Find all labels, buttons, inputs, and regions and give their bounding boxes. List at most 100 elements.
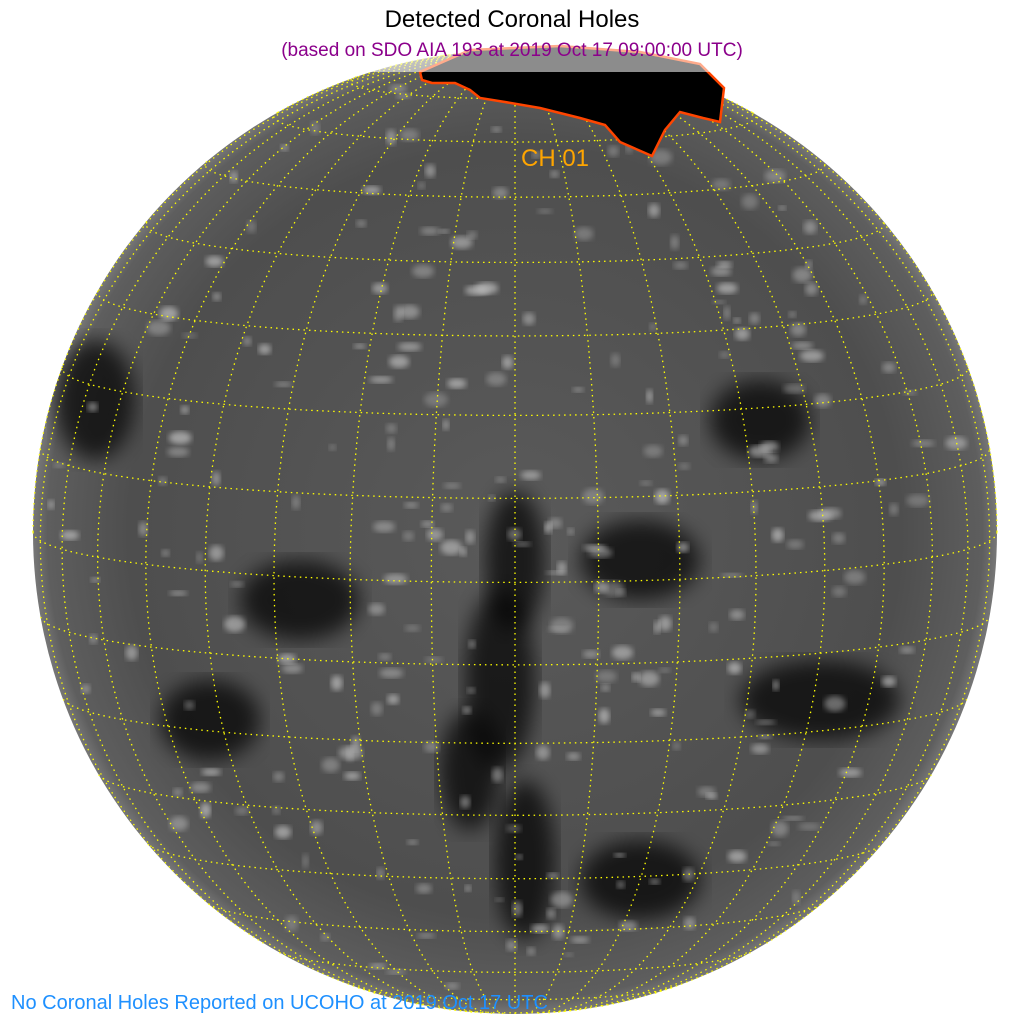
bright-point: [272, 806, 281, 815]
bright-point: [764, 169, 786, 183]
bright-point: [649, 149, 672, 166]
bright-point: [729, 609, 745, 620]
bright-point: [824, 696, 846, 712]
bright-point: [356, 220, 367, 227]
bright-point: [676, 542, 689, 553]
bright-point: [168, 431, 192, 445]
grid-line: [207, 903, 823, 933]
bright-point: [388, 355, 410, 368]
bright-point: [421, 520, 435, 528]
bright-point: [619, 920, 638, 931]
bright-point: [792, 267, 812, 283]
bright-point: [778, 205, 786, 211]
bright-point: [404, 502, 419, 509]
bright-point: [371, 701, 383, 716]
bright-point: [838, 768, 862, 778]
bright-point: [506, 824, 522, 833]
bright-point: [750, 500, 758, 515]
bright-point: [158, 476, 167, 486]
bright-point: [734, 327, 750, 341]
bright-point: [791, 342, 813, 350]
grid-line: [96, 51, 516, 1007]
bright-point: [790, 323, 806, 337]
bright-point: [292, 495, 300, 510]
bright-point: [520, 470, 541, 480]
bright-point: [362, 186, 381, 195]
grid-line: [514, 51, 934, 1007]
bright-point: [727, 850, 747, 863]
bright-point: [404, 624, 421, 632]
bright-point: [125, 645, 138, 661]
bright-point: [632, 672, 641, 682]
bright-point: [550, 170, 559, 178]
grid-line: [204, 160, 826, 198]
bright-point: [398, 304, 420, 319]
bright-point: [720, 573, 743, 578]
bright-point: [512, 901, 523, 917]
bright-point: [285, 915, 299, 932]
bright-point: [173, 788, 183, 797]
bright-point: [712, 178, 731, 191]
bright-point: [539, 682, 551, 699]
bright-point: [570, 936, 590, 944]
bright-point: [230, 581, 245, 588]
bright-point: [882, 362, 896, 373]
bright-point: [751, 743, 769, 754]
grid-line: [279, 951, 751, 973]
bright-point: [672, 742, 681, 751]
bright-point: [274, 825, 292, 839]
bright-point: [684, 916, 696, 930]
bright-point: [502, 355, 514, 370]
bright-point: [438, 229, 450, 234]
bright-point: [378, 653, 392, 661]
bright-point: [548, 517, 562, 529]
bright-point: [310, 820, 323, 835]
bright-point: [386, 129, 396, 146]
bright-point: [369, 963, 387, 970]
bright-point: [889, 503, 899, 516]
bright-point: [280, 144, 289, 151]
bright-point: [406, 839, 419, 845]
bright-point: [442, 419, 449, 431]
bright-point: [89, 634, 98, 644]
bright-point: [650, 709, 666, 717]
bright-point: [169, 816, 189, 831]
bright-point: [182, 333, 198, 339]
bright-point: [582, 488, 604, 505]
bright-point: [274, 381, 293, 387]
grid-line: [514, 51, 681, 1014]
bright-point: [537, 208, 553, 214]
bright-point: [138, 521, 148, 537]
bright-point: [416, 883, 432, 894]
bright-point: [771, 528, 784, 543]
footer-status: No Coronal Holes Reported on UCOHO at 20…: [11, 992, 548, 1014]
bright-point: [602, 580, 625, 597]
bright-point: [161, 549, 170, 557]
grid-line: [32, 531, 998, 584]
bright-point: [678, 463, 690, 470]
grid-line: [147, 843, 883, 880]
bright-point: [344, 771, 361, 780]
bright-point: [273, 771, 285, 782]
bright-point: [488, 495, 495, 502]
bright-point: [567, 528, 574, 535]
grid-line: [349, 51, 516, 1014]
bright-point: [302, 853, 309, 869]
bright-point: [147, 320, 171, 336]
bright-point: [782, 815, 804, 821]
bright-point: [611, 645, 634, 660]
bright-point: [682, 867, 695, 882]
bright-point: [169, 590, 188, 596]
bright-point: [246, 220, 256, 233]
bright-point: [402, 531, 414, 541]
bright-point: [47, 499, 55, 510]
bright-point: [424, 741, 440, 753]
bright-point: [513, 541, 531, 547]
bright-point: [756, 719, 776, 725]
bright-point: [648, 203, 660, 218]
bright-point: [706, 793, 718, 800]
grid-line: [61, 51, 516, 994]
bright-point: [745, 709, 756, 719]
bright-point: [798, 823, 821, 831]
bright-point: [460, 547, 467, 557]
